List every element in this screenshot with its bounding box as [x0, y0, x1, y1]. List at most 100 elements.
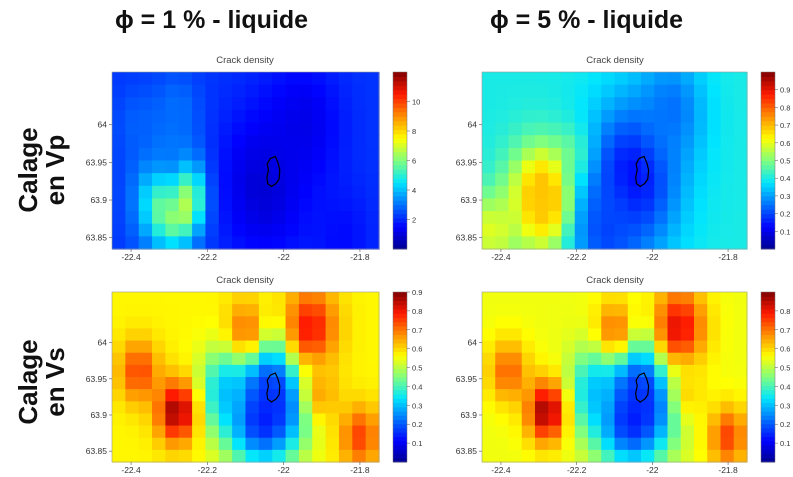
colorbar-segment [761, 313, 775, 318]
heatmap-cell [125, 292, 140, 305]
heatmap-cell [165, 97, 180, 111]
heatmap-cell [521, 147, 536, 162]
x-tick-label: -22.2 [198, 465, 218, 475]
heatmap-cell [601, 316, 616, 330]
heatmap-cell [521, 72, 536, 86]
heatmap-cell [733, 449, 748, 463]
heatmap-cell [125, 135, 140, 149]
heatmap-cell [627, 413, 642, 427]
colorbar-segment [761, 338, 775, 344]
heatmap-cell [272, 401, 287, 415]
heatmap-cell [205, 97, 220, 111]
heatmap-cell [733, 173, 748, 187]
heatmap-cell [561, 316, 576, 330]
heatmap-cell [152, 185, 166, 200]
colorbar-segment [393, 76, 407, 82]
heatmap-cell [720, 109, 735, 124]
heatmap-cell [205, 147, 220, 162]
heatmap-cell [352, 437, 367, 451]
heatmap-cell [521, 109, 536, 124]
heatmap-cell [508, 449, 523, 463]
colorbar-segment [761, 222, 775, 228]
heatmap-cell [205, 109, 220, 124]
heatmap-cell [325, 97, 340, 111]
heatmap-cell [601, 185, 616, 200]
colorbar-segment [761, 200, 775, 206]
heatmap-cell [707, 328, 722, 342]
heatmap-cell [218, 425, 233, 439]
heatmap-cell [138, 223, 153, 237]
heatmap-cell [694, 364, 708, 378]
heatmap-cell [192, 328, 207, 342]
heatmap-cell [152, 389, 166, 402]
colorbar-segment [761, 169, 775, 175]
heatmap-cell [508, 135, 523, 149]
colorbar-tick-label: 0.1 [412, 439, 422, 448]
colorbar-tick-label: 0.3 [780, 192, 790, 201]
heatmap-cell [352, 72, 367, 86]
heatmap-cell [312, 160, 327, 174]
heatmap-cell [707, 223, 722, 237]
colorbar-segment [761, 406, 775, 412]
heatmap-cell [338, 185, 353, 200]
heatmap-cell [178, 340, 193, 354]
heatmap-cell [707, 147, 722, 162]
heatmap-cell [312, 352, 327, 366]
heatmap-cell [561, 449, 576, 463]
colorbar-segment [761, 364, 775, 369]
panel-title: Crack density [216, 55, 274, 66]
heatmap-cell [561, 72, 576, 86]
heatmap-cell [588, 304, 602, 317]
heatmap-cell [680, 211, 695, 225]
heatmap-cell [138, 72, 153, 86]
heatmap-cell [285, 449, 300, 463]
colorbar-segment [761, 142, 775, 148]
heatmap-cell [245, 173, 260, 187]
heatmap-cell [535, 211, 549, 225]
heatmap-cell [312, 236, 327, 250]
colorbar-segment [393, 218, 407, 223]
heatmap-cell [521, 449, 536, 463]
heatmap-cell [205, 340, 220, 354]
colorbar-segment [761, 182, 775, 188]
heatmap-cell [548, 292, 563, 305]
heatmap-cell [298, 425, 313, 439]
heatmap-cell [338, 173, 353, 187]
heatmap-cell [720, 413, 735, 427]
colorbar-segment [393, 133, 407, 139]
colorbar-segment [761, 381, 775, 386]
heatmap-cell [258, 292, 273, 305]
heatmap-cell [272, 352, 287, 366]
heatmap-cell [312, 223, 327, 237]
heatmap-cell [680, 198, 695, 212]
colorbar-segment [761, 129, 775, 135]
heatmap-cell [548, 401, 563, 415]
colorbar-segment [393, 300, 407, 306]
heatmap-cell [192, 223, 207, 237]
heatmap-cell [720, 316, 735, 330]
heatmap-cell [258, 340, 273, 354]
heatmap-cell [232, 389, 247, 402]
heatmap-cell [152, 135, 166, 149]
heatmap-cell [352, 122, 367, 136]
x-tick-label: -21.8 [350, 252, 370, 262]
heatmap-cell [548, 449, 563, 463]
heatmap-cell [298, 364, 313, 378]
heatmap-cell [521, 236, 536, 250]
heatmap-cell [627, 97, 642, 111]
heatmap-cell [285, 340, 300, 354]
colorbar-tick-label: 0.4 [780, 174, 790, 183]
heatmap-cell [312, 340, 327, 354]
y-tick-label: 63.85 [86, 446, 108, 456]
heatmap-cell [125, 449, 140, 463]
heatmap-cell [680, 122, 695, 136]
plot-frame [111, 291, 380, 463]
heatmap-cell [285, 97, 300, 111]
heatmap-cell [218, 401, 233, 415]
panel-title: Crack density [586, 55, 644, 66]
colorbar-segment [761, 372, 775, 378]
heatmap-cell [733, 122, 748, 136]
heatmap-cell [338, 304, 353, 317]
heatmap-cell [654, 97, 669, 111]
heatmap-cell [192, 352, 207, 366]
